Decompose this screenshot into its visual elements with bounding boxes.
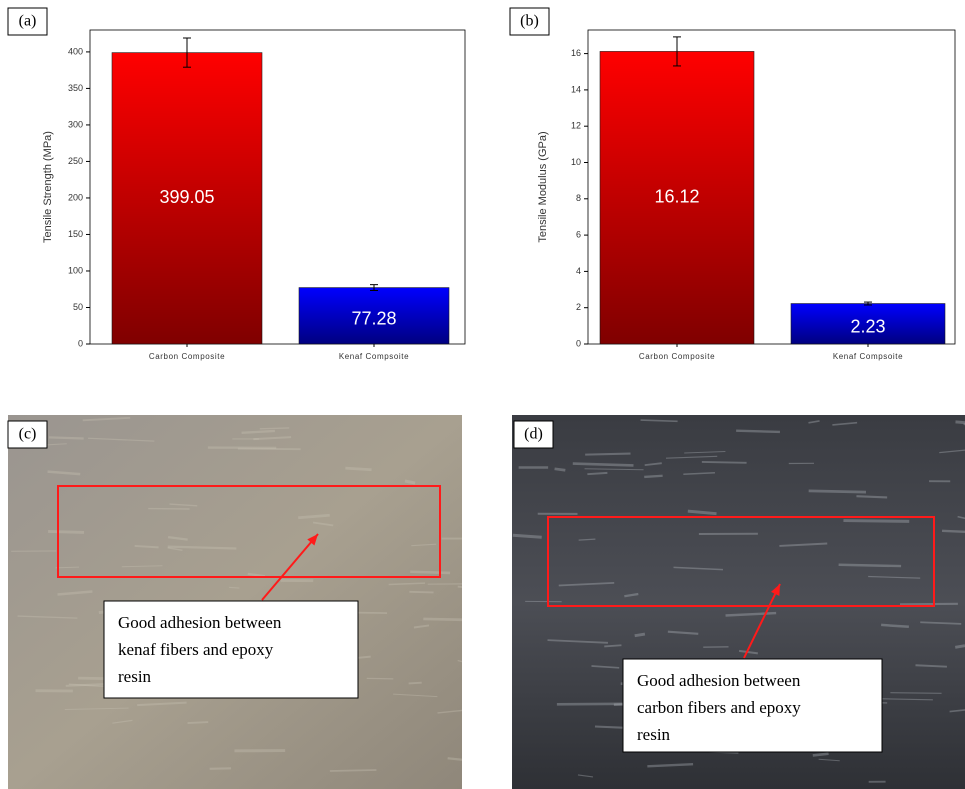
photo-texture bbox=[188, 722, 209, 723]
panel-label: (c) bbox=[19, 426, 37, 443]
y-tick-label: 50 bbox=[73, 302, 83, 312]
photo-texture bbox=[49, 437, 84, 438]
y-axis-label: Tensile Strength (MPa) bbox=[42, 131, 54, 243]
y-tick-label: 16 bbox=[571, 48, 581, 58]
photo-texture bbox=[843, 521, 909, 522]
y-tick-label: 12 bbox=[571, 121, 581, 131]
photo-texture bbox=[736, 431, 780, 432]
value-label: 2.23 bbox=[850, 317, 885, 337]
value-label: 16.12 bbox=[654, 186, 699, 206]
y-tick-label: 100 bbox=[68, 265, 83, 275]
panel-label: (b) bbox=[520, 13, 539, 30]
caption-line: resin bbox=[118, 667, 152, 686]
photo-texture bbox=[813, 754, 829, 756]
caption-line: carbon fibers and epoxy bbox=[637, 698, 801, 717]
photo-texture bbox=[330, 770, 377, 771]
x-tick-label: Kenaf Compsoite bbox=[339, 352, 409, 361]
photo-texture bbox=[604, 645, 621, 646]
photo-texture bbox=[955, 422, 965, 423]
photo-texture bbox=[585, 454, 630, 455]
caption-line: Good adhesion between bbox=[637, 671, 801, 690]
photo-texture bbox=[955, 646, 965, 648]
panel-label: (a) bbox=[19, 13, 37, 30]
photo-texture bbox=[458, 587, 462, 588]
photo-texture bbox=[890, 693, 941, 694]
photo-texture bbox=[56, 567, 79, 568]
y-tick-label: 14 bbox=[571, 84, 581, 94]
photo-texture bbox=[856, 496, 887, 497]
y-tick-label: 6 bbox=[576, 229, 581, 239]
photo-texture bbox=[513, 535, 542, 537]
y-tick-label: 250 bbox=[68, 156, 83, 166]
photo-texture bbox=[367, 678, 394, 679]
y-tick-label: 4 bbox=[576, 266, 581, 276]
caption-line: resin bbox=[637, 725, 671, 744]
photo-texture bbox=[345, 468, 371, 470]
figure: (a)050100150200250300350400Tensile Stren… bbox=[0, 0, 965, 789]
value-label: 399.05 bbox=[159, 187, 214, 207]
photo-texture bbox=[644, 476, 662, 477]
photo-texture bbox=[557, 704, 622, 705]
photo-texture bbox=[260, 428, 289, 429]
y-tick-label: 200 bbox=[68, 192, 83, 202]
photo-texture bbox=[573, 464, 634, 466]
photo-texture bbox=[839, 565, 901, 566]
photo-texture bbox=[448, 758, 462, 759]
y-tick-label: 300 bbox=[68, 119, 83, 129]
y-tick-label: 0 bbox=[576, 338, 581, 348]
panel-label: (d) bbox=[524, 426, 543, 443]
y-tick-label: 10 bbox=[571, 157, 581, 167]
y-tick-label: 400 bbox=[68, 46, 83, 56]
photo-texture bbox=[423, 619, 462, 620]
y-tick-label: 2 bbox=[576, 302, 581, 312]
value-label: 77.28 bbox=[351, 309, 396, 329]
y-tick-label: 350 bbox=[68, 83, 83, 93]
caption-line: Good adhesion between bbox=[118, 613, 282, 632]
y-tick-label: 8 bbox=[576, 193, 581, 203]
photo-texture bbox=[587, 473, 607, 474]
x-tick-label: Carbon Composite bbox=[149, 352, 225, 361]
photo-texture bbox=[405, 481, 415, 483]
photo-texture bbox=[409, 683, 422, 684]
photo-texture bbox=[942, 531, 965, 532]
photo-texture bbox=[410, 572, 450, 573]
photo-texture bbox=[635, 634, 645, 636]
x-tick-label: Carbon Composite bbox=[639, 352, 715, 361]
photo-texture bbox=[135, 546, 159, 547]
y-tick-label: 150 bbox=[68, 229, 83, 239]
photo-texture bbox=[48, 531, 84, 532]
y-tick-label: 0 bbox=[78, 338, 83, 348]
photo-texture bbox=[555, 469, 566, 470]
x-tick-label: Kenaf Compsoite bbox=[833, 352, 903, 361]
caption-line: kenaf fibers and epoxy bbox=[118, 640, 274, 659]
y-axis-label: Tensile Modulus (GPa) bbox=[537, 131, 549, 242]
photo-texture bbox=[702, 462, 747, 463]
photo-texture bbox=[229, 587, 239, 588]
photo-texture bbox=[409, 592, 433, 593]
photo-texture bbox=[595, 726, 623, 727]
photo-texture bbox=[809, 491, 866, 492]
